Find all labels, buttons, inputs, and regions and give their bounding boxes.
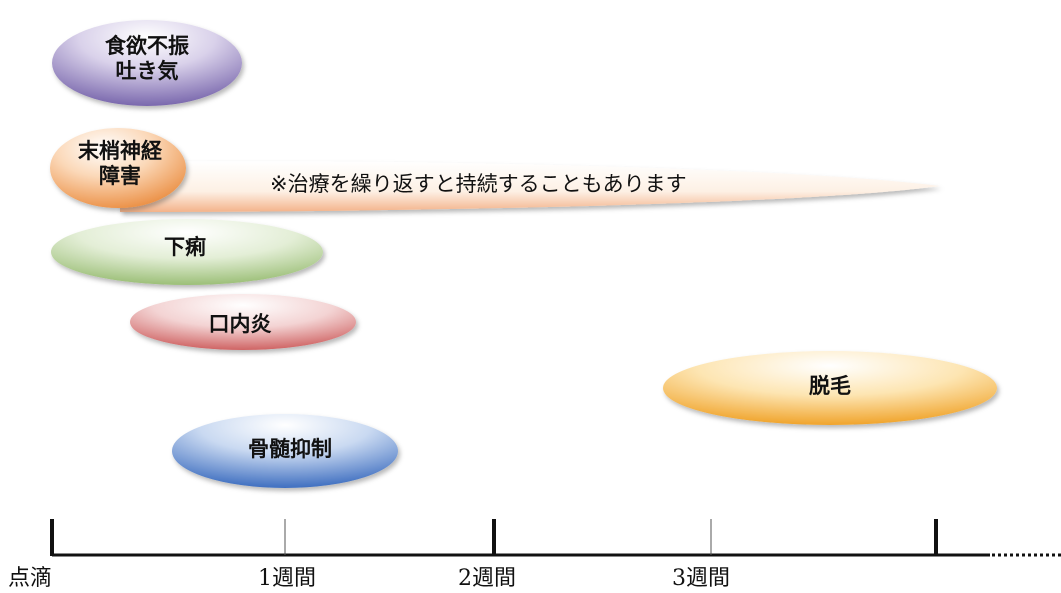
nausea-label-line1: 食欲不振: [105, 34, 189, 58]
tick-label-week2: 2週間: [458, 566, 516, 591]
neuropathy-label: 末梢神経 障害: [56, 139, 184, 189]
hair-loss-oval: [663, 351, 997, 425]
tick-label-start: 点滴: [8, 566, 53, 591]
nausea-label: 食欲不振 吐き気: [87, 34, 207, 84]
stomatitis-label: 口内炎: [208, 312, 272, 336]
neuropathy-label-line1: 末梢神経: [78, 139, 162, 163]
neuropathy-oval: [50, 128, 186, 208]
nausea-oval: [52, 20, 242, 106]
hair-loss-label: 脱毛: [809, 374, 851, 398]
myelosuppression-oval: [172, 414, 398, 488]
myelosuppression-label: 骨髄抑制: [248, 437, 332, 461]
diarrhea-oval: [51, 219, 323, 285]
stomatitis-oval: [130, 294, 356, 350]
nausea-label-line2: 吐き気: [115, 59, 179, 83]
neuropathy-tail: [120, 161, 940, 212]
neuropathy-note: ※治療を繰り返すと持続することもあります: [270, 172, 687, 196]
diarrhea-label: 下痢: [164, 235, 206, 259]
tick-label-week3: 3週間: [672, 566, 730, 591]
tick-label-week1: 1週間: [258, 566, 316, 591]
neuropathy-label-line2: 障害: [99, 164, 141, 188]
